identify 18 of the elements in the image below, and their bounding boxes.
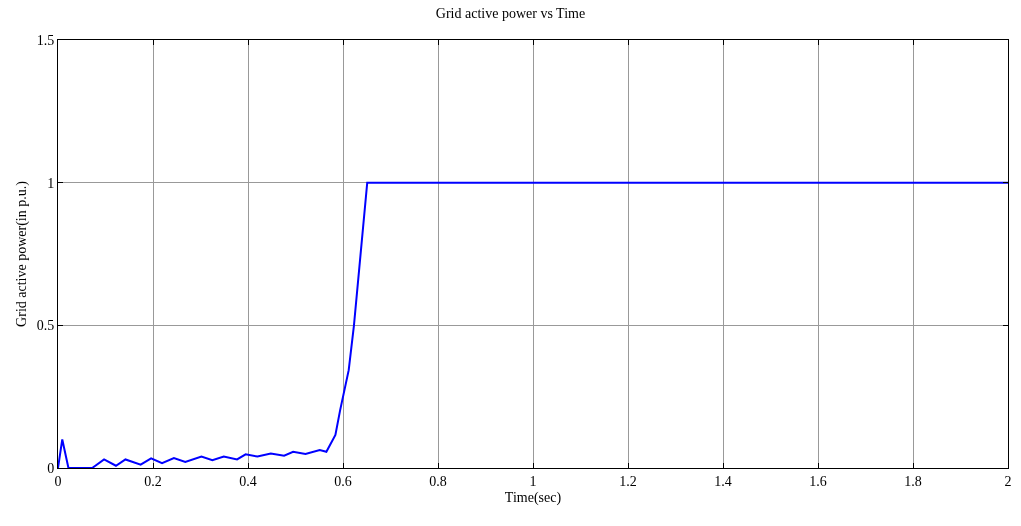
y-tick-label: 1 [47, 175, 55, 191]
x-tick-label: 1.6 [809, 473, 827, 489]
y-tick-label: 1.5 [36, 32, 55, 48]
y-tick-label: 0 [47, 460, 55, 476]
x-tick-label: 1.8 [904, 473, 922, 489]
x-tick-label: 1.2 [619, 473, 637, 489]
x-tick-label: 1 [529, 473, 537, 489]
x-tick-label: 0.4 [239, 473, 257, 489]
y-tick-label: 0.5 [36, 318, 55, 334]
y-axis-title: Grid active power(in p.u.) [14, 180, 31, 327]
x-axis-title: Time(sec) [504, 490, 562, 507]
x-tick-label: 0.8 [429, 473, 447, 489]
chart-title: Grid active power vs Time [435, 5, 586, 21]
x-tick-label: 1.4 [714, 473, 732, 489]
x-tick-label: 0.6 [334, 473, 352, 489]
x-tick-label: 2 [1004, 473, 1012, 489]
x-tick-label: 0.2 [144, 473, 162, 489]
line-series [58, 181, 1008, 468]
